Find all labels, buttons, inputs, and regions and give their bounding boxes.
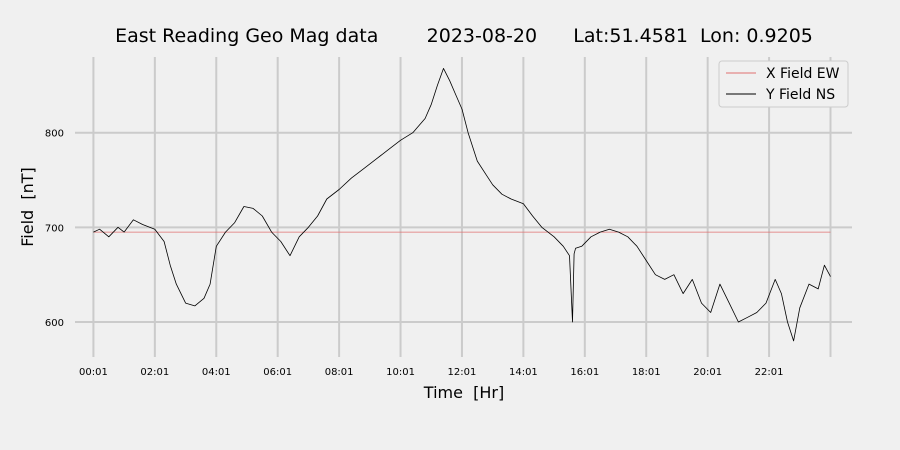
series-line-y-field-ns xyxy=(93,68,831,342)
x-tick-label: 22:01 xyxy=(755,367,784,378)
x-tick-label: 12:01 xyxy=(448,367,477,378)
x-tick-label: 16:01 xyxy=(570,367,599,378)
series-group xyxy=(93,68,831,342)
x-tick-label: 04:01 xyxy=(202,367,231,378)
x-tick-label: 02:01 xyxy=(140,367,169,378)
x-tick-label: 18:01 xyxy=(632,367,661,378)
x-tick-labels: 00:01 02:01 04:01 06:01 08:01 10:01 12:01 14:01… xyxy=(79,367,783,378)
x-tick-label: 00:01 xyxy=(79,367,108,378)
x-tick-label: 10:01 xyxy=(386,367,415,378)
y-tick-label: 700 xyxy=(45,223,64,234)
x-axis-label: Time [Hr] xyxy=(423,383,504,402)
x-tick-label: 08:01 xyxy=(325,367,354,378)
x-tick-label: 06:01 xyxy=(263,367,292,378)
x-tick-label: 20:01 xyxy=(693,367,722,378)
legend[interactable]: X Field EW Y Field NS xyxy=(718,60,849,108)
x-tick-label: 14:01 xyxy=(509,367,538,378)
legend-label: X Field EW xyxy=(766,66,840,82)
y-tick-label: 800 xyxy=(45,129,64,140)
chart-title: East Reading Geo Mag data 2023-08-20 Lat… xyxy=(115,25,813,47)
y-axis-label: Field [nT] xyxy=(18,167,37,247)
legend-label: Y Field NS xyxy=(765,87,835,103)
y-tick-labels: 600 700 800 xyxy=(45,129,64,329)
y-tick-label: 600 xyxy=(45,318,64,329)
